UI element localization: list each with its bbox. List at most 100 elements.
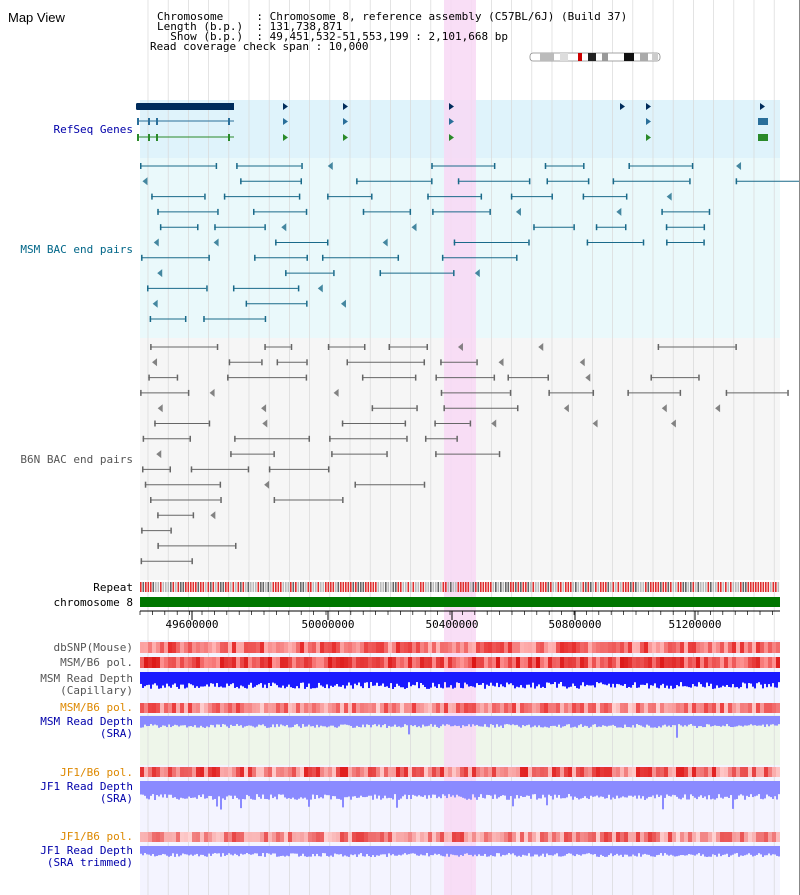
depth-bar: [618, 846, 620, 856]
depth-bar: [758, 716, 760, 726]
repeat-mark: [370, 582, 372, 592]
pol-cell: [476, 767, 480, 777]
pol-cell: [736, 657, 740, 668]
dbsnp-cell: [596, 642, 600, 653]
depth-bar: [322, 781, 324, 799]
depth-bar: [694, 716, 696, 726]
depth-bar: [452, 781, 454, 796]
depth-bar: [518, 716, 520, 727]
dbsnp-cell: [340, 642, 344, 653]
depth-bar: [408, 781, 410, 795]
depth-bar: [608, 846, 610, 856]
pol-cell: [440, 703, 444, 713]
pol-cell: [156, 657, 160, 668]
depth-bar: [190, 716, 192, 727]
depth-bar: [512, 846, 514, 854]
pol-cell: [164, 703, 168, 713]
dbsnp-cell: [360, 642, 364, 653]
pol-cell: [332, 767, 336, 777]
depth-bar: [236, 672, 238, 687]
pol-cell: [228, 657, 232, 668]
msm-bac-end: [301, 163, 303, 169]
repeat-mark: [592, 582, 595, 592]
depth-bar: [650, 781, 652, 797]
depth-bar: [468, 672, 470, 687]
depth-bar: [490, 781, 492, 796]
dbsnp-cell: [364, 642, 368, 653]
repeat-mark: [595, 582, 597, 592]
dbsnp-cell: [728, 642, 732, 653]
depth-bar: [542, 846, 544, 854]
pol-cell: [340, 703, 344, 713]
pol-cell: [604, 767, 608, 777]
depth-bar: [634, 672, 636, 683]
pol-cell: [652, 767, 656, 777]
pol-cell: [480, 703, 484, 713]
repeat-mark: [520, 582, 522, 592]
repeat-mark: [242, 582, 245, 592]
depth-bar: [358, 716, 360, 727]
pol-cell: [584, 657, 588, 668]
depth-bar: [766, 672, 768, 688]
depth-bar: [560, 781, 562, 799]
pol-cell: [720, 832, 724, 842]
gene-exon: [137, 134, 139, 141]
depth-bar: [640, 846, 642, 857]
depth-bar: [228, 716, 230, 728]
pol-cell: [524, 767, 528, 777]
depth-bar: [646, 716, 648, 725]
pol-cell: [464, 832, 468, 842]
pol-cell: [696, 832, 700, 842]
depth-bar: [176, 781, 178, 799]
depth-bar: [292, 846, 294, 854]
depth-bar: [268, 672, 270, 684]
b6n-bac-end: [273, 497, 276, 503]
dbsnp-cell: [588, 642, 592, 653]
track-label-msm-bac[interactable]: MSM BAC end pairs: [20, 243, 133, 256]
depth-bar: [680, 781, 682, 800]
depth-bar: [156, 716, 158, 726]
pol-cell: [564, 767, 568, 777]
depth-bar: [416, 716, 418, 728]
depth-bar: [312, 716, 314, 727]
depth-bar: [396, 716, 398, 727]
b6n-bac-single: [156, 450, 162, 459]
repeat-mark: [170, 582, 172, 592]
depth-bar: [366, 716, 368, 725]
depth-bar: [742, 781, 744, 796]
depth-bar: [644, 672, 646, 686]
depth-bar: [156, 672, 158, 686]
repeat-mark: [347, 582, 350, 592]
depth-bar: [756, 672, 758, 684]
pol-cell: [152, 832, 156, 842]
pol-cell: [308, 832, 312, 842]
depth-bar: [384, 672, 386, 687]
dbsnp-cell: [552, 642, 556, 653]
depth-bar: [352, 672, 354, 689]
depth-bar: [618, 716, 620, 728]
depth-bar: [286, 846, 288, 856]
pol-cell: [728, 657, 732, 668]
depth-bar: [660, 716, 662, 728]
depth-bar: [598, 716, 600, 727]
depth-bar: [502, 846, 504, 855]
pol-cell: [204, 657, 208, 668]
depth-bar: [584, 672, 586, 687]
depth-bar: [482, 672, 484, 684]
track-label-b6n-bac[interactable]: B6N BAC end pairs: [20, 453, 133, 466]
depth-bar: [748, 781, 750, 797]
depth-bar: [748, 672, 750, 684]
repeat-mark: [285, 582, 287, 592]
depth-bar: [594, 672, 596, 688]
depth-bar: [584, 716, 586, 726]
depth-bar: [264, 846, 266, 857]
repeat-mark: [510, 582, 512, 592]
repeat-mark: [525, 582, 527, 592]
b6n-bac-end: [435, 451, 437, 458]
track-label-refseq[interactable]: RefSeq Genes: [53, 123, 133, 136]
depth-bar: [220, 846, 222, 857]
depth-bar: [254, 672, 256, 687]
depth-bar: [476, 672, 478, 684]
depth-bar: [466, 716, 468, 727]
